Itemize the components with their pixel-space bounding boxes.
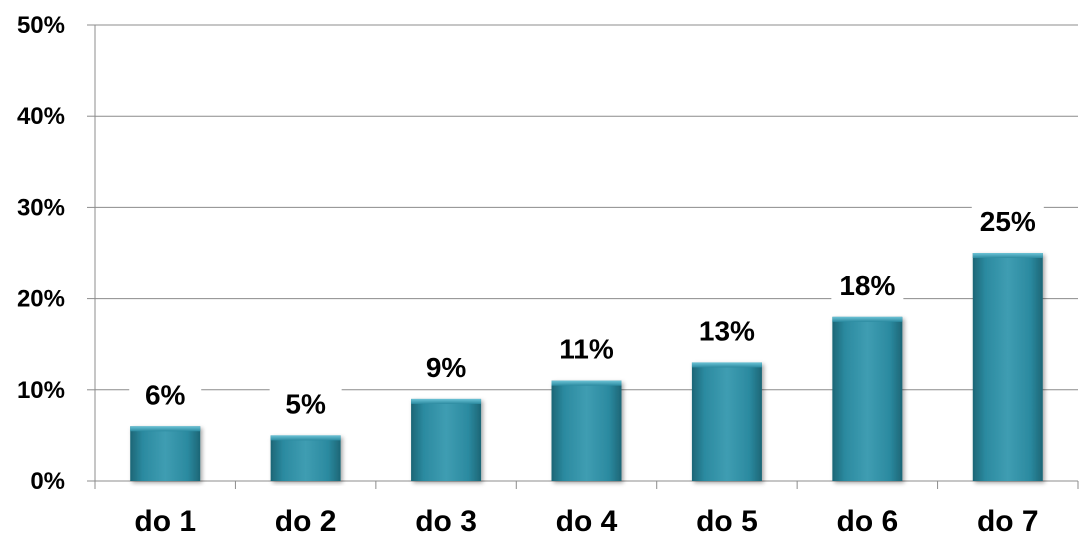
x-tick-label: do 3	[415, 505, 477, 538]
x-tick-label: do 2	[275, 505, 337, 538]
data-label: 25%	[980, 206, 1036, 237]
bar-body	[972, 253, 1043, 481]
data-label-background	[831, 268, 904, 305]
bar-cap	[691, 362, 762, 368]
data-label: 11%	[559, 334, 614, 365]
bar-cap	[551, 380, 622, 386]
bar-cap	[972, 253, 1043, 258]
data-label-background	[410, 350, 483, 387]
bar-body	[130, 426, 201, 481]
data-label-background	[550, 332, 623, 369]
data-label: 13%	[699, 315, 755, 346]
bar-body	[551, 380, 622, 481]
x-tick-label: do 7	[977, 505, 1039, 538]
y-tick-label: 30%	[17, 194, 65, 221]
bar-cap	[270, 435, 341, 441]
bars	[130, 253, 1043, 481]
data-label: 18%	[839, 270, 895, 301]
y-tick-label: 20%	[17, 286, 65, 313]
bar	[270, 435, 341, 481]
x-tick-label: do 5	[696, 505, 758, 538]
y-tick-label: 40%	[17, 103, 65, 130]
bar	[972, 253, 1043, 481]
data-label: 5%	[285, 388, 326, 419]
x-tick-label: do 1	[134, 505, 196, 538]
x-tick-label: do 6	[837, 505, 899, 538]
y-tick-labels: 0% 10% 20% 30% 40% 50%	[17, 12, 65, 495]
bar-body	[411, 398, 482, 481]
data-label-background	[129, 378, 202, 415]
bar	[411, 398, 482, 481]
bar-body	[691, 362, 762, 481]
bar-cap	[130, 426, 201, 432]
y-tick-label: 10%	[17, 377, 65, 404]
bar-cap	[411, 398, 482, 404]
bar	[551, 380, 622, 481]
bar	[691, 362, 762, 481]
gridlines	[95, 24, 1078, 391]
bar-cap	[832, 316, 903, 322]
data-label: 6%	[145, 379, 186, 410]
data-label-background	[269, 387, 342, 424]
data-label-background	[690, 314, 763, 351]
x-tick-label: do 4	[556, 505, 618, 538]
bar	[130, 426, 201, 481]
bar-body	[270, 435, 341, 481]
x-tick-labels: do 1 do 2 do 3 do 4 do 5 do 6 do 7	[134, 505, 1038, 538]
y-tick-label: 0%	[30, 468, 65, 495]
y-tick-label: 50%	[17, 12, 65, 39]
data-labels: 6% 5% 9% 11% 13% 18% 25%	[129, 205, 1044, 424]
bar	[832, 316, 903, 481]
data-label: 9%	[426, 352, 467, 383]
data-label-background	[971, 205, 1044, 241]
bar-body	[832, 316, 903, 481]
